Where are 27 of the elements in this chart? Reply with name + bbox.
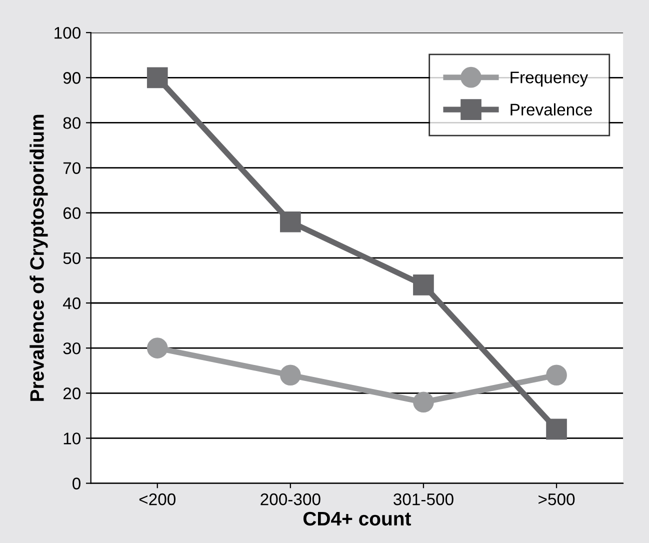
point: [546, 418, 567, 440]
y-tick-label: 90: [63, 72, 80, 84]
point: [546, 364, 567, 386]
y-tick-label: 60: [63, 207, 80, 220]
x-tick-label: 200-300: [260, 493, 320, 506]
y-tick-label: 30: [63, 342, 80, 354]
point: [146, 338, 168, 358]
x-tick-label: >500: [538, 493, 575, 506]
y-tick-label: 100: [54, 26, 80, 39]
point: [280, 211, 301, 232]
legend-label: Frequency: [510, 72, 588, 87]
y-tick-label: 50: [63, 252, 80, 264]
y-tick-label: 10: [64, 432, 80, 444]
legend-label: Prevalence: [510, 103, 592, 116]
point: [413, 274, 434, 296]
x-tick-label: <200: [139, 493, 176, 506]
y-tick-label: 40: [62, 297, 80, 310]
point: [146, 67, 168, 88]
y-tick-label: 80: [63, 117, 80, 129]
x-axis-title: CD4+ count: [303, 512, 412, 526]
y-tick-label: 0: [72, 478, 80, 490]
x-tick-label: 301-500: [394, 493, 454, 506]
y-tick-label: 70: [63, 162, 80, 174]
point: [280, 364, 301, 386]
y-tick-label: 20: [63, 388, 80, 400]
y-axis-title: Prevalence of Cryptosporidium: [30, 114, 48, 401]
point: [413, 392, 434, 413]
